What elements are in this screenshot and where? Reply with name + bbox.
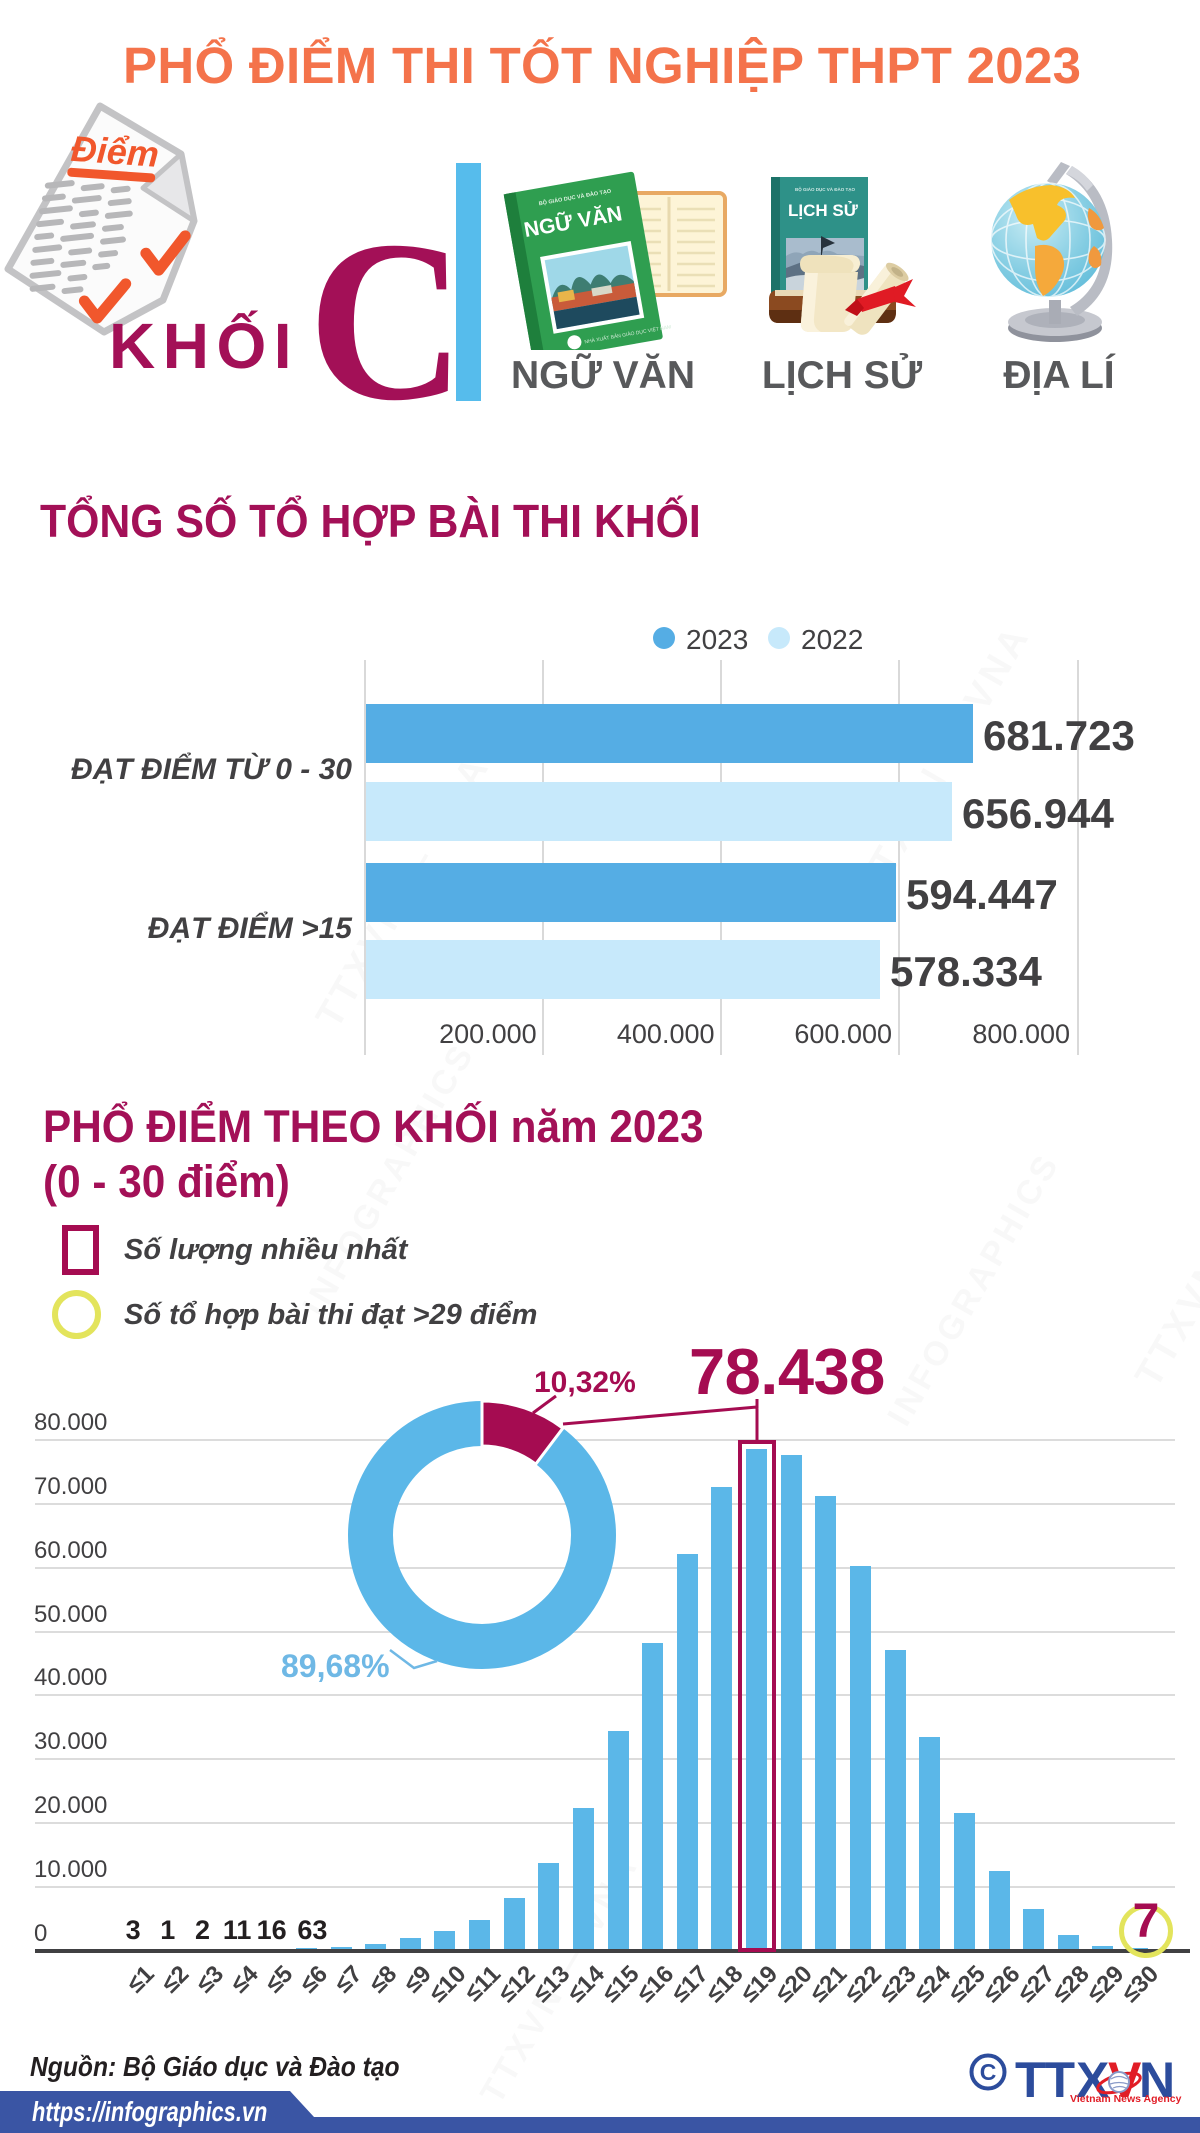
svg-text:TT: TT xyxy=(1015,2052,1075,2108)
svg-text:≤5: ≤5 xyxy=(260,1960,298,1998)
svg-text:≤7: ≤7 xyxy=(330,1960,368,1998)
svg-text:C: C xyxy=(980,2059,997,2085)
svg-text:≤8: ≤8 xyxy=(364,1960,402,1998)
svg-text:Vietnam News Agency: Vietnam News Agency xyxy=(1070,2093,1182,2105)
svg-text:≤2: ≤2 xyxy=(156,1960,194,1998)
svg-text:N: N xyxy=(1139,2052,1175,2108)
svg-text:≤6: ≤6 xyxy=(295,1960,333,1998)
svg-text:≤1: ≤1 xyxy=(122,1960,160,1998)
svg-text:≤30: ≤30 xyxy=(1117,1960,1164,2007)
svg-text:≤4: ≤4 xyxy=(226,1960,264,1998)
svg-text:Điểm: Điểm xyxy=(70,128,161,175)
svg-text:≤3: ≤3 xyxy=(191,1960,229,1998)
svg-text:LỊCH SỬ: LỊCH SỬ xyxy=(788,201,859,220)
svg-text:BỘ GIÁO DỤC VÀ ĐÀO TẠO: BỘ GIÁO DỤC VÀ ĐÀO TẠO xyxy=(795,185,856,192)
